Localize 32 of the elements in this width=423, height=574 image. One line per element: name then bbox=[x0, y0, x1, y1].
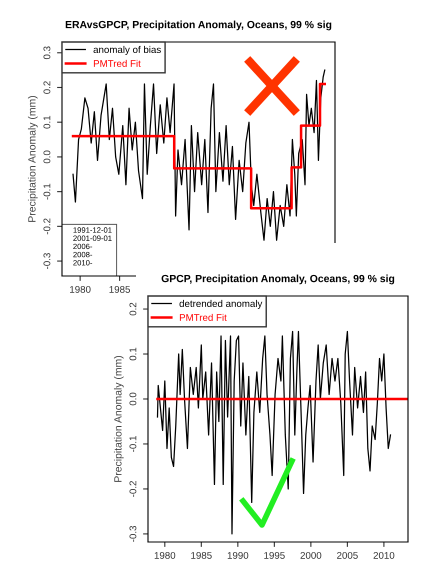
y-tick-label: -0.3 bbox=[129, 526, 136, 542]
y-tick-label: 0.2 bbox=[129, 302, 136, 316]
y-tick-label: 0.1 bbox=[129, 348, 136, 360]
x-tick-label: 1985 bbox=[110, 286, 130, 293]
legend-label: detrended anomaly bbox=[180, 300, 262, 309]
y-tick-label: -0.1 bbox=[43, 184, 50, 200]
y-tick-label: -0.2 bbox=[129, 481, 136, 497]
y-tick-label: 0.2 bbox=[43, 81, 50, 94]
y-tick-label: -0.3 bbox=[43, 253, 50, 270]
x-tick-label: 1980 bbox=[154, 552, 176, 559]
x-tick-label: 2010 bbox=[374, 552, 394, 559]
legend-label: anomaly of bias bbox=[94, 46, 161, 55]
line-series bbox=[72, 69, 326, 241]
x-tick-label: 1980 bbox=[70, 286, 91, 293]
chart-title: GPCP, Precipitation Anomaly, Oceans, 99 % sig bbox=[162, 274, 394, 284]
y-tick-label: 0.0 bbox=[129, 392, 136, 406]
x-tick-label: 2005 bbox=[337, 552, 358, 559]
x-tick-label: 1995 bbox=[264, 552, 285, 559]
y-tick-label: 0.3 bbox=[43, 46, 50, 60]
legend-label: PMTred Fit bbox=[94, 60, 141, 67]
x-tick-label: 1990 bbox=[228, 552, 248, 559]
y-axis-title: Precipitation Anomaly (mm) bbox=[28, 96, 38, 222]
line-series bbox=[156, 330, 392, 535]
chart-title: ERAvsGPCP, Precipitation Anomaly, Oceans, 99 % sig bbox=[66, 20, 332, 30]
y-tick-label: 0.0 bbox=[43, 150, 50, 164]
x-tick-label: 2000 bbox=[300, 552, 322, 559]
y-tick-label: -0.2 bbox=[43, 218, 50, 234]
y-tick-label: 0.1 bbox=[43, 116, 50, 129]
y-tick-label: -0.1 bbox=[129, 436, 136, 452]
legend-label: PMTred Fit bbox=[180, 314, 227, 321]
x-tick-label: 1985 bbox=[191, 552, 212, 559]
y-axis-title: Precipitation Anomaly (mm) bbox=[114, 356, 124, 482]
